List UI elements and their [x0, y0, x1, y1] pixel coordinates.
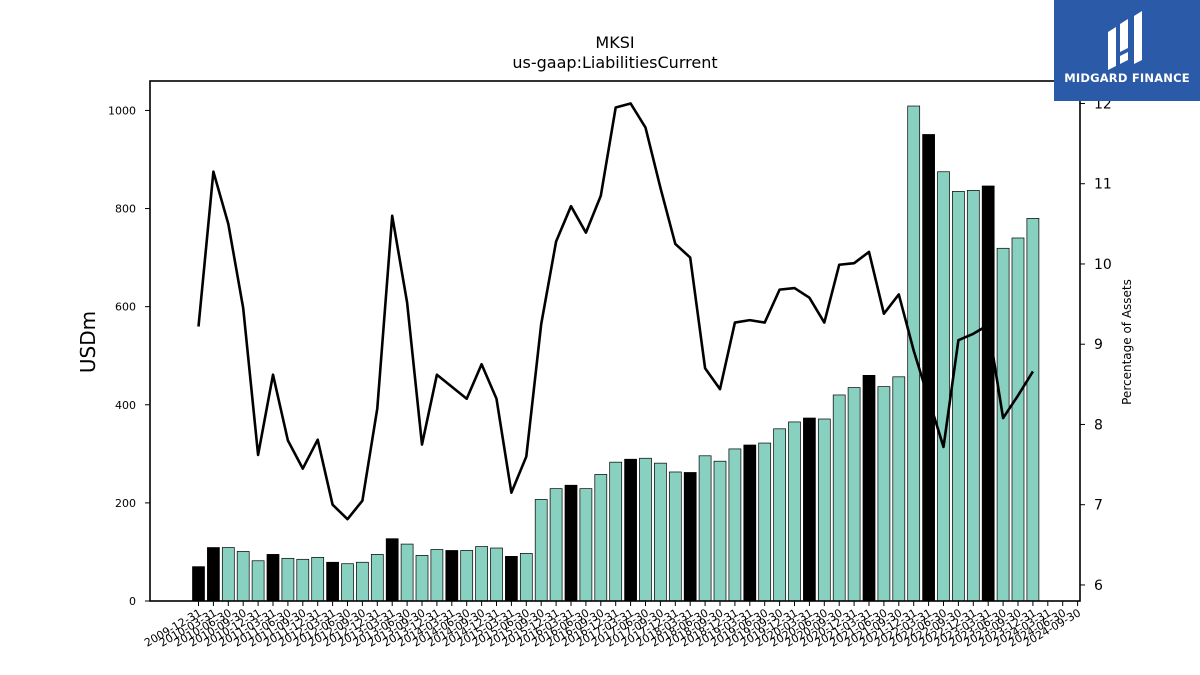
- bar-2012-03-31: [326, 561, 339, 602]
- bar-2022-06-30: [937, 171, 950, 602]
- midgard-finance-logo: MIDGARD FINANCE: [1054, 0, 1200, 101]
- bar-2020-09-30: [832, 394, 846, 602]
- bar-2009-12-31: [192, 566, 205, 602]
- bar-2015-12-31: [549, 488, 563, 602]
- bar-2013-03-31: [385, 538, 399, 602]
- y-left-tick-label: 600: [115, 301, 136, 314]
- chart-title: MKSI: [595, 33, 634, 52]
- bar-2014-03-31: [445, 550, 459, 602]
- bar-2010-03-31: [207, 547, 220, 602]
- bar-2018-03-31: [683, 472, 697, 602]
- bar-2020-12-31: [847, 387, 861, 602]
- bar-2010-12-31: [251, 560, 265, 602]
- bar-2019-06-30: [758, 442, 772, 602]
- midgard-finance-logo-icon: [1108, 11, 1142, 70]
- bar-2011-12-31: [311, 556, 325, 602]
- bar-2022-12-31: [966, 190, 980, 602]
- bar-2017-03-31: [624, 458, 637, 602]
- y-axis-right-label: Percentage of Assets: [1120, 279, 1134, 405]
- x-axis-ticks: 2009-12-312010-03-312010-06-302010-09-30…: [142, 601, 1083, 650]
- bar-2019-09-30: [773, 428, 786, 602]
- y-right-tick-label: 8: [1094, 417, 1103, 433]
- bar-2018-06-30: [698, 455, 712, 602]
- logo-text: MIDGARD FINANCE: [1064, 71, 1190, 85]
- bar-2010-09-30: [236, 551, 250, 602]
- bar-2012-06-30: [341, 563, 354, 602]
- bar-2021-09-30: [892, 376, 906, 602]
- y-axis-left-label: USDm: [76, 311, 100, 373]
- bar-2016-03-31: [564, 484, 578, 602]
- bar-2017-09-30: [654, 462, 667, 602]
- y-left-tick-label: 0: [129, 595, 136, 608]
- bar-2023-09-30: [1011, 237, 1025, 602]
- y-right-tick-label: 11: [1094, 177, 1112, 193]
- bar-2013-09-30: [415, 555, 429, 602]
- bar-2021-06-30: [877, 386, 891, 602]
- bar-2023-06-30: [996, 247, 1010, 602]
- bar-2013-06-30: [400, 543, 414, 602]
- chart-subtitle: us-gaap:LiabilitiesCurrent: [512, 53, 717, 72]
- bar-2012-12-31: [370, 554, 384, 602]
- bar-2022-03-31: [922, 134, 935, 602]
- bar-2015-09-30: [534, 499, 548, 602]
- y-right-tick-label: 9: [1094, 337, 1103, 353]
- y-left-tick-label: 1000: [108, 104, 136, 117]
- bar-2014-12-31: [490, 547, 503, 602]
- y-right-tick-label: 7: [1094, 498, 1103, 514]
- y-left-tick-label: 200: [115, 497, 136, 510]
- plot-frame: [149, 80, 1081, 602]
- bar-2023-12-31: [1026, 218, 1040, 602]
- bar-2011-03-31: [266, 554, 280, 602]
- percentage-line: [197, 102, 1035, 521]
- y-left-tick-label: 800: [115, 203, 136, 216]
- bars-group: [192, 105, 1040, 602]
- bar-2014-09-30: [475, 546, 488, 602]
- bar-2016-09-30: [594, 474, 608, 602]
- y-right-tick-label: 6: [1094, 578, 1103, 594]
- bar-2020-06-30: [817, 418, 831, 602]
- bar-2022-09-30: [952, 191, 965, 602]
- bar-2017-06-30: [639, 457, 652, 602]
- bar-2011-06-30: [281, 557, 295, 602]
- bar-2020-03-31: [803, 417, 816, 602]
- bar-2015-06-30: [519, 553, 533, 602]
- bar-2019-03-31: [743, 444, 757, 602]
- bar-2018-09-30: [713, 460, 727, 602]
- y-axis-left-ticks: 0 200 400 600 800 1000: [108, 104, 150, 608]
- bar-2012-09-30: [356, 561, 369, 602]
- bar-2017-12-31: [668, 471, 682, 602]
- bar-2011-09-30: [296, 558, 310, 602]
- bar-2015-03-31: [505, 556, 518, 602]
- bar-2014-06-30: [460, 550, 474, 602]
- bar-2016-06-30: [579, 488, 593, 602]
- y-right-tick-label: 10: [1094, 257, 1112, 273]
- bar-2021-03-31: [862, 374, 876, 602]
- bar-2013-12-31: [430, 549, 444, 602]
- bar-2023-03-31: [981, 185, 995, 602]
- bar-2019-12-31: [788, 421, 801, 602]
- bar-2010-06-30: [221, 547, 235, 602]
- y-left-tick-label: 400: [115, 399, 136, 412]
- bar-2018-12-31: [728, 448, 742, 602]
- bar-2016-12-31: [609, 461, 623, 602]
